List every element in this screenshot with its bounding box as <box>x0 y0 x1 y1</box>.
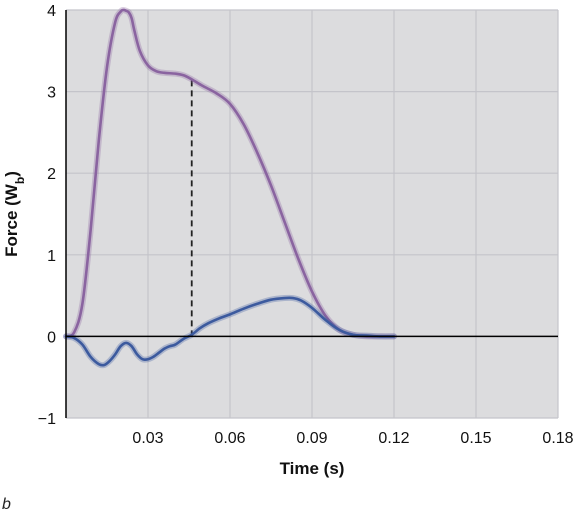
panel-label: b <box>2 496 11 513</box>
y-tick-label: −1 <box>38 411 56 428</box>
series-line-vertical_force <box>64 8 396 338</box>
x-axis-title: Time (s) <box>280 459 345 478</box>
series-lines <box>63 6 397 369</box>
x-tick-labels: 0.03 0.06 0.09 0.12 0.15 0.18 <box>132 430 573 447</box>
y-tick-label: 3 <box>47 85 56 102</box>
y-axis-title: Force (Wb) <box>2 171 27 257</box>
x-tick-label: 0.03 <box>132 430 163 447</box>
y-tick-labels: −1 0 1 2 3 4 <box>38 3 56 428</box>
y-tick-label: 0 <box>47 329 56 346</box>
y-tick-label: 4 <box>47 3 56 20</box>
y-axis-title-close: ) <box>2 171 21 177</box>
y-tick-label: 1 <box>47 248 56 265</box>
x-tick-label: 0.15 <box>460 430 491 447</box>
series-line-horizontal_force <box>64 296 396 367</box>
x-tick-label: 0.18 <box>542 430 573 447</box>
y-axis-title-subscript: b <box>13 177 27 184</box>
axes <box>65 10 558 418</box>
y-axis-title-main: Force (W <box>2 183 21 257</box>
grid-lines <box>66 9 559 419</box>
x-tick-label: 0.12 <box>378 430 409 447</box>
x-tick-label: 0.06 <box>214 430 245 447</box>
x-tick-label: 0.09 <box>296 430 327 447</box>
y-tick-label: 2 <box>47 166 56 183</box>
